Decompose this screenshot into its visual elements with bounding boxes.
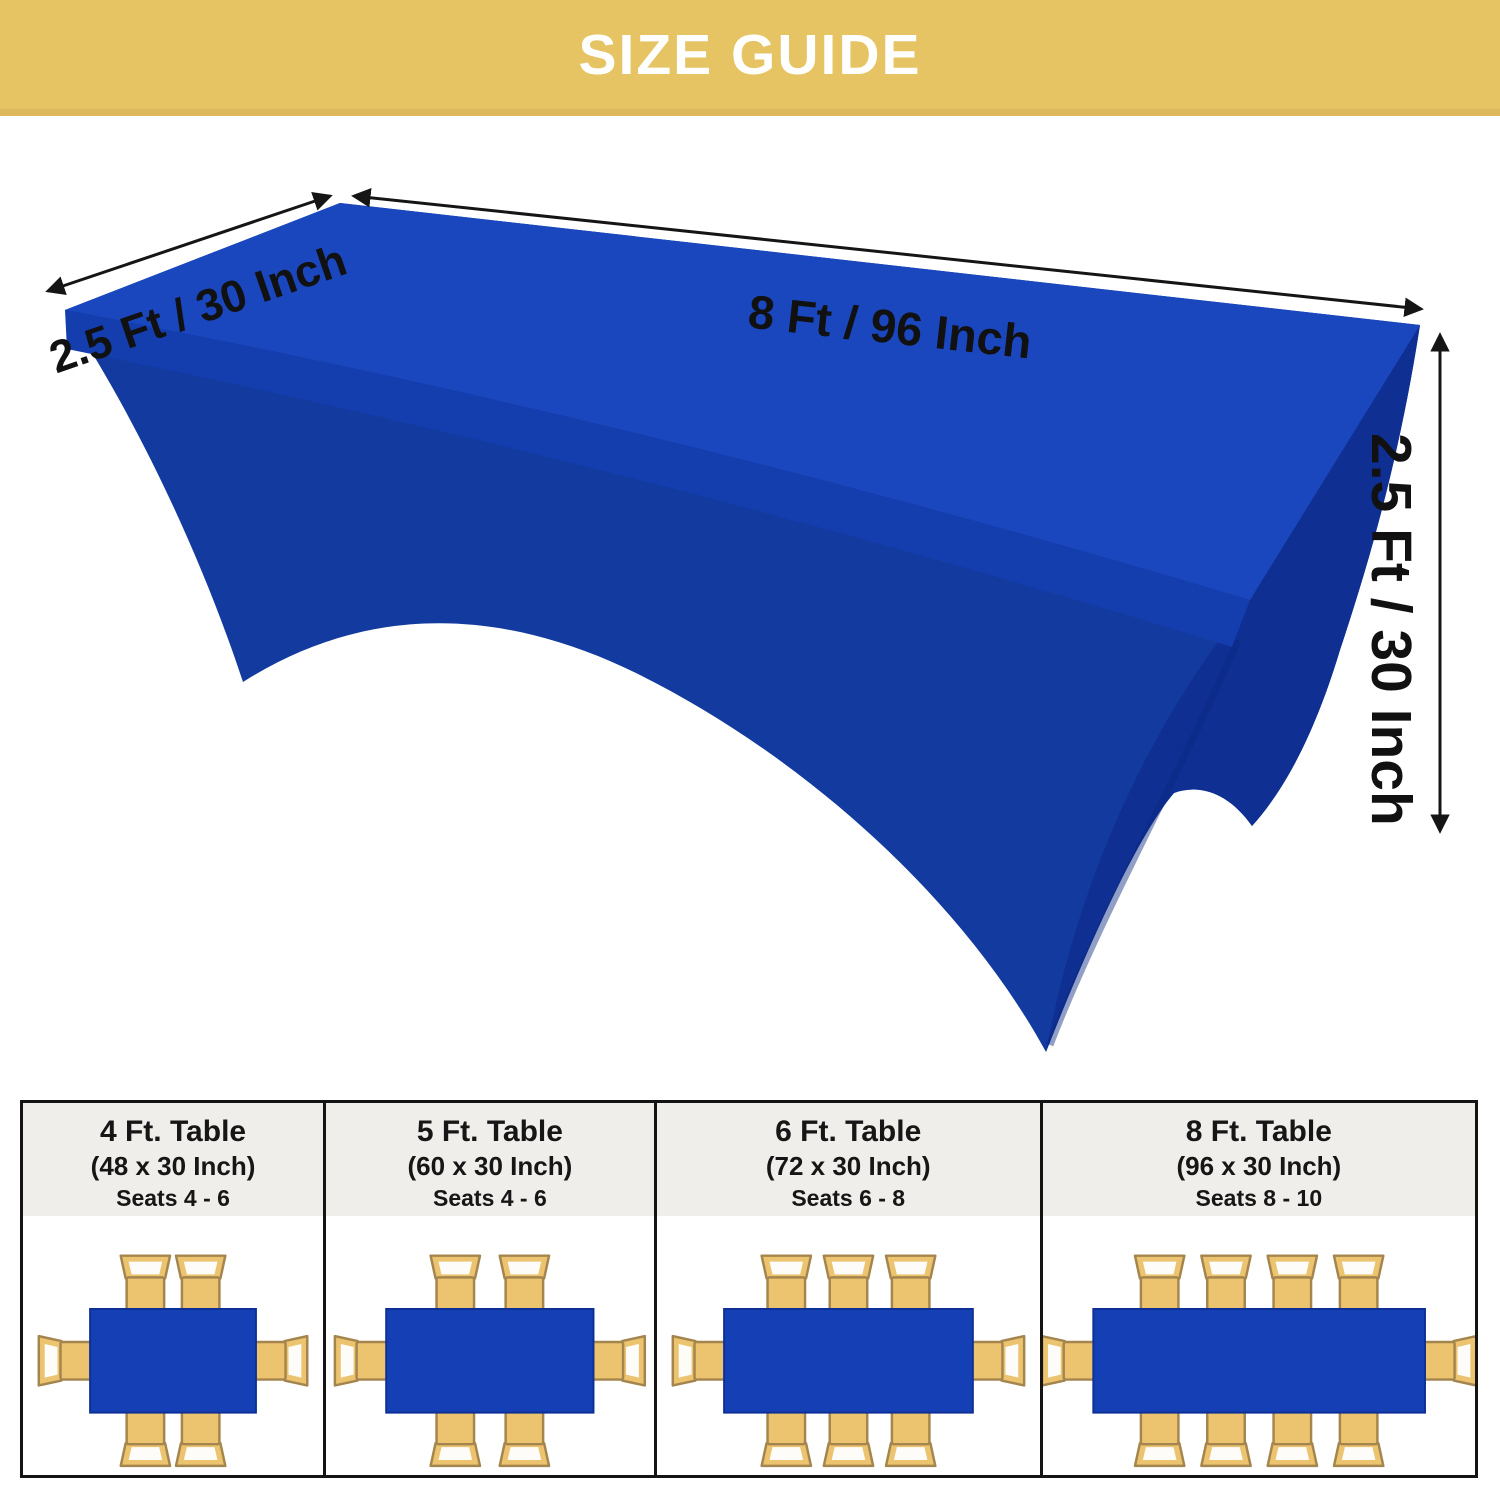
table-top-view-diagram	[37, 1254, 309, 1468]
table-top-view-diagram	[671, 1254, 1026, 1468]
table-size-title: 4 Ft. Table	[99, 1115, 247, 1148]
size-column-header: 8 Ft. Table (96 x 30 Inch) Seats 8 - 10	[1042, 1103, 1475, 1216]
width-dimension-arrow	[45, 192, 333, 295]
banner-title: SIZE GUIDE	[578, 22, 922, 87]
table-size-dimensions: (48 x 30 Inch)	[90, 1151, 256, 1181]
covered-table-rect	[89, 1307, 257, 1414]
table-top-view-diagram	[333, 1254, 647, 1468]
tablecloth-illustration: 2.5 Ft / 30 Inch 8 Ft / 96 Inch 2.5 Ft /…	[0, 95, 1500, 1105]
table-size-title: 5 Ft. Table	[416, 1115, 563, 1148]
table-seating-capacity: Seats 4 - 6	[116, 1185, 230, 1211]
cover-side-shade	[1046, 325, 1420, 1052]
table-size-title: 8 Ft. Table	[1185, 1115, 1332, 1148]
table-seating-diagram	[326, 1216, 654, 1475]
size-column-5ft: 5 Ft. Table (60 x 30 Inch) Seats 4 - 6	[323, 1103, 654, 1475]
table-size-dimensions: (60 x 30 Inch)	[407, 1151, 573, 1181]
table-size-dimensions: (96 x 30 Inch)	[1176, 1151, 1342, 1181]
cover-crease	[1046, 638, 1242, 1047]
size-column-6ft: 6 Ft. Table (72 x 30 Inch) Seats 6 - 8	[653, 1103, 1040, 1475]
table-seating-capacity: Seats 6 - 8	[791, 1185, 906, 1211]
length-dimension-arrow	[351, 188, 1424, 317]
table-size-dimensions: (72 x 30 Inch)	[765, 1151, 931, 1181]
table-seating-diagram	[1042, 1216, 1475, 1475]
covered-table-rect	[1092, 1307, 1426, 1414]
table-size-title: 6 Ft. Table	[775, 1115, 922, 1148]
height-dimension-label: 2.5 Ft / 30 Inch	[1359, 433, 1423, 826]
table-seating-capacity: Seats 8 - 10	[1195, 1185, 1323, 1211]
table-seating-diagram	[23, 1216, 323, 1475]
size-column-header: 4 Ft. Table (48 x 30 Inch) Seats 4 - 6	[23, 1103, 324, 1216]
table-top-view-diagram	[1042, 1254, 1475, 1468]
covered-table-rect	[385, 1307, 595, 1414]
cover-hem-band	[65, 310, 1250, 647]
banner: SIZE GUIDE	[0, 0, 1500, 116]
size-column-header: 5 Ft. Table (60 x 30 Inch) Seats 4 - 6	[326, 1103, 654, 1216]
size-column-header: 6 Ft. Table (72 x 30 Inch) Seats 6 - 8	[656, 1103, 1040, 1216]
size-column-8ft: 8 Ft. Table (96 x 30 Inch) Seats 8 - 10	[1039, 1103, 1475, 1475]
table-seating-diagram	[657, 1216, 1040, 1475]
tablecloth-drawing	[45, 188, 1450, 1052]
table-seating-capacity: Seats 4 - 6	[432, 1185, 547, 1211]
covered-table-rect	[722, 1307, 974, 1414]
size-column-4ft: 4 Ft. Table (48 x 30 Inch) Seats 4 - 6	[23, 1103, 324, 1475]
